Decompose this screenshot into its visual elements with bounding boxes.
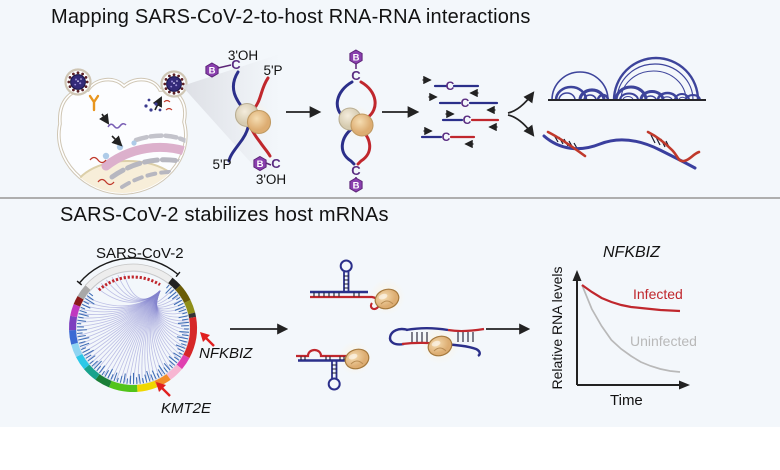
top-panel-title: Mapping SARS-CoV-2-to-host RNA-RNA inter… [51, 6, 531, 28]
virion-cluster [144, 98, 173, 112]
svg-defs [0, 0, 1, 1]
x-axis-arrowhead [679, 380, 690, 390]
uninfected-curve [581, 284, 681, 373]
uninfected-series-label: Uninfected [630, 333, 697, 349]
panel-divider [0, 197, 780, 199]
receptor-icon [88, 94, 100, 112]
arrow-icon [382, 106, 420, 118]
chart-x-axis-label: Time [610, 392, 643, 409]
rnp-complex-duplex [388, 326, 485, 360]
viral-rna-fragment [646, 130, 701, 163]
biotin-tag [349, 49, 363, 65]
circos-title: SARS-CoV-2 [96, 245, 184, 262]
crosslink-letter: C [351, 68, 361, 83]
biotin-letter: B [353, 53, 360, 64]
viral-rna-fragment [546, 130, 587, 158]
ligated-rna-complex: B C C B [335, 49, 377, 193]
decay-chart-title: NFKBIZ [603, 244, 660, 261]
chimeric-reads: C C C C [420, 76, 500, 148]
chart-y-axis-label: Relative RNA levels [549, 266, 565, 390]
gene-label-kmt2e: KMT2E [161, 400, 212, 417]
five-prime-p-label: 5'P [212, 157, 231, 172]
crosslink-letter: C [463, 113, 472, 127]
circos-plot [69, 257, 197, 392]
infected-series-label: Infected [633, 286, 683, 302]
arrow-icon [486, 323, 531, 335]
er-membrane [101, 142, 186, 171]
gene-label-nfkbiz: NFKBIZ [199, 345, 253, 362]
figure-canvas: Mapping SARS-CoV-2-to-host RNA-RNA inter… [0, 0, 780, 427]
arc-track [548, 56, 706, 101]
rna-duplex [542, 130, 701, 170]
biotin-letter: B [353, 181, 360, 192]
rnp-complexes [296, 259, 485, 391]
blue-rna-strand [227, 70, 251, 163]
rna-crosslink-complex: 3'OH 5'P B C 5'P B C 3'OH [205, 48, 286, 187]
biotin-letter: B [209, 66, 216, 77]
arrow-icon [230, 323, 289, 335]
crosslink-letter: C [442, 130, 451, 144]
crosslink-letter: C [351, 163, 361, 178]
three-prime-oh-label: 3'OH [228, 48, 258, 63]
arrow-icon [286, 106, 322, 118]
rnp-complex-hairpin-up [310, 259, 402, 313]
y-axis-arrowhead [572, 270, 582, 281]
stem-loop [339, 259, 353, 273]
viral-rna-squiggle [107, 122, 127, 129]
five-prime-p-label: 5'P [263, 63, 282, 78]
gene-arrow-kmt2e [156, 382, 171, 397]
biotin-tag [205, 62, 219, 78]
host-mrna-squiggle [89, 156, 107, 164]
crosslink-letter: C [446, 79, 455, 93]
protein-sphere [350, 113, 374, 137]
entry-arrow [99, 113, 110, 125]
rna-loop [388, 327, 409, 346]
gene-arrow-nfkbiz [200, 332, 215, 347]
crosslink-letter: C [461, 96, 470, 110]
crosslink-letter: C [231, 57, 241, 72]
biotin-tag [349, 177, 363, 193]
three-prime-oh-label: 3'OH [256, 172, 286, 187]
crosslink-letter: C [271, 156, 281, 171]
infected-curve [581, 284, 681, 313]
ribosome-dot [102, 152, 110, 160]
cell-illustration [57, 68, 188, 195]
rnp-complex-hairpin-down [296, 345, 372, 391]
protein-sphere [246, 109, 272, 135]
stem-loop [327, 377, 341, 391]
bottom-panel-title: SARS-CoV-2 stabilizes host mRNAs [60, 204, 389, 226]
egress-arrow [152, 96, 162, 111]
biotin-tag [253, 155, 267, 172]
decay-chart [572, 270, 690, 390]
biotin-letter: B [257, 159, 264, 170]
fork-arrows [507, 91, 535, 137]
